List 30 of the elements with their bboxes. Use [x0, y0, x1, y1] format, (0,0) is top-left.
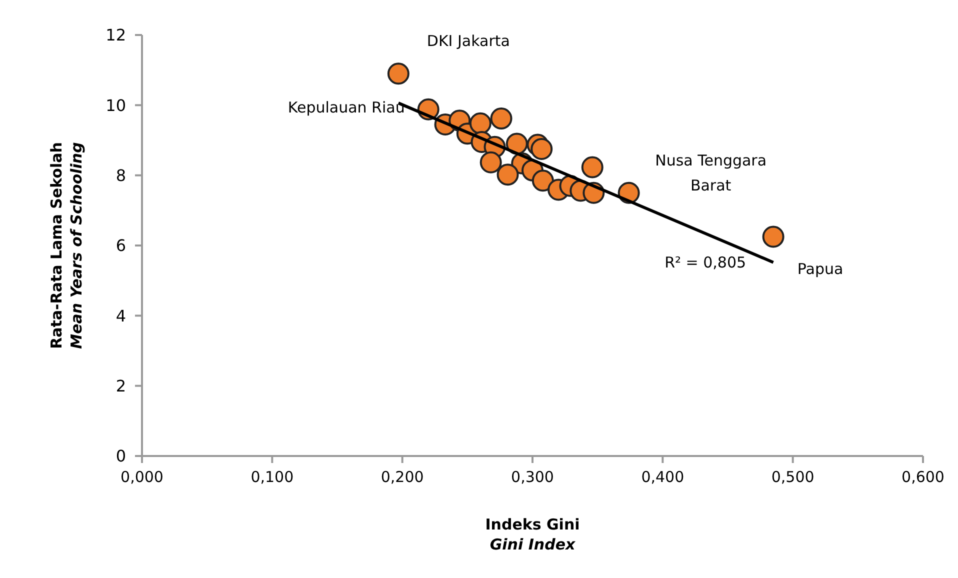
- x-tick-label: 0,000: [120, 468, 164, 486]
- point: [496, 164, 519, 186]
- x-tick-label: 0,500: [771, 468, 814, 486]
- point: [387, 62, 410, 85]
- y-tick-label: 6: [116, 236, 126, 256]
- x-tick-label: 0,300: [511, 468, 554, 486]
- point: [762, 226, 784, 248]
- x-axis-title: Indeks Gini Gini Index: [485, 515, 580, 554]
- x-tick-label: 0,200: [380, 468, 424, 486]
- point: [530, 138, 553, 160]
- annotation: Nusa Tenggara Barat: [655, 152, 767, 195]
- point: [581, 156, 604, 178]
- point: [469, 112, 492, 134]
- point: [480, 151, 502, 174]
- y-axis-title: Rata-Rata Lama Sekolah Mean Years of Schooling: [47, 142, 86, 349]
- annotation: R² = 0,805: [664, 254, 746, 272]
- x-tick-label: 0,400: [641, 468, 684, 486]
- annotation: Papua: [797, 260, 844, 278]
- x-tick-label: 0,100: [250, 468, 294, 486]
- y-tick-label: 2: [116, 376, 126, 396]
- point: [532, 170, 554, 192]
- y-tick-label: 8: [116, 166, 126, 185]
- y-tick-label: 0: [116, 446, 126, 466]
- y-tick-label: 12: [106, 26, 126, 45]
- annotation: DKI Jakarta: [426, 32, 510, 50]
- point: [490, 108, 512, 130]
- y-tick-label: 4: [116, 306, 126, 326]
- annotation: Kepulauan Riau: [288, 98, 405, 117]
- y-tick-label: 10: [106, 96, 126, 115]
- x-tick-label: 0,600: [902, 468, 944, 486]
